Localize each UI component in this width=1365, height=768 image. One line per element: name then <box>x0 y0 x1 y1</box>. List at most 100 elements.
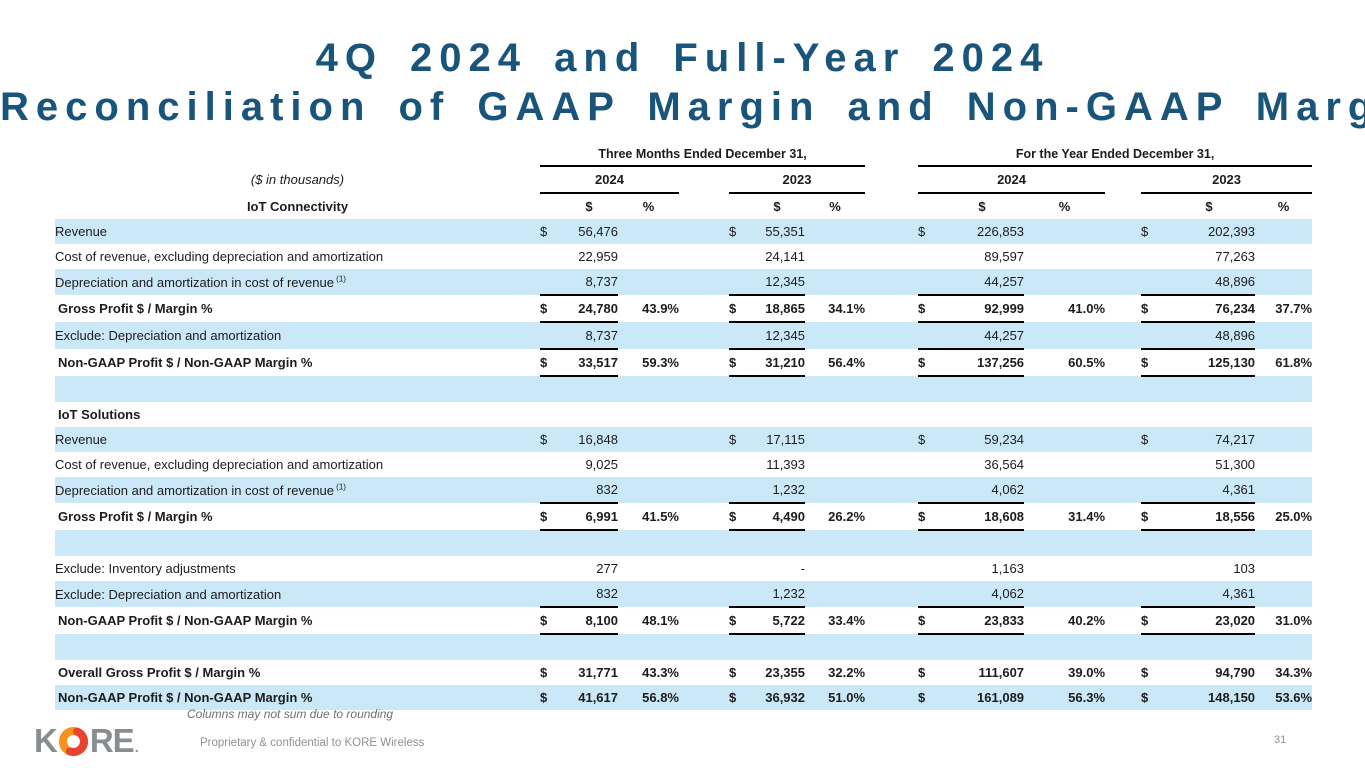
dollar-sign-cell <box>729 477 749 504</box>
dollar-sign-cell: $ <box>918 427 941 452</box>
percent-cell <box>618 581 679 607</box>
dollar-sign-cell: $ <box>1141 607 1164 635</box>
year-group-header: For the Year Ended December 31, <box>918 143 1313 167</box>
value-cell: 137,256 <box>940 349 1025 377</box>
dollar-sign-cell <box>540 322 560 350</box>
percent-cell <box>805 376 866 402</box>
value-cell <box>1163 376 1256 402</box>
value-cell: 89,597 <box>984 249 1025 264</box>
percent-cell <box>805 322 866 349</box>
dollar-sign-cell <box>540 376 560 402</box>
column-gap <box>1105 634 1142 660</box>
percent-cell: 41.0% <box>1068 301 1106 316</box>
value-cell: 17,115 <box>749 427 805 452</box>
dollar-sign-cell: $ <box>918 295 941 323</box>
dollar-sign-cell <box>918 530 941 556</box>
value-cell: 44,257 <box>940 269 1025 296</box>
column-gap <box>679 685 729 710</box>
dollar-sign-cell <box>540 556 560 581</box>
value-cell: 226,853 <box>940 219 1025 244</box>
column-gap <box>679 269 729 295</box>
percent-cell <box>1255 269 1313 295</box>
table-row: IoT Solutions <box>55 402 1312 427</box>
dollar-sign-cell <box>1141 477 1164 504</box>
column-gap <box>865 452 918 477</box>
value-cell: 22,959 <box>578 249 618 264</box>
value-cell: 92,999 <box>940 295 1025 323</box>
value-cell: 51,300 <box>1215 457 1256 472</box>
column-gap <box>679 607 729 634</box>
column-gap <box>679 477 729 503</box>
dollar-sign-cell <box>1141 452 1163 477</box>
dollar-sign-cell: $ <box>540 219 560 244</box>
column-gap <box>1105 427 1142 452</box>
row-label: Exclude: Depreciation and amortization <box>55 581 540 607</box>
percent-header: % <box>642 199 655 214</box>
value-cell <box>940 402 1024 427</box>
value-cell: 24,780 <box>560 295 618 323</box>
percent-cell <box>1255 219 1313 244</box>
column-gap <box>679 556 729 581</box>
value-cell: 148,150 <box>1163 685 1256 710</box>
percent-cell <box>1024 269 1106 295</box>
column-gap <box>865 685 919 710</box>
value-cell <box>940 376 1025 402</box>
value-cell: 202,393 <box>1163 219 1256 244</box>
dollar-sign-cell: $ <box>540 427 560 452</box>
value-cell: 59,234 <box>940 427 1025 452</box>
value-cell: 1,232 <box>749 477 805 504</box>
q-2024-header: 2024 <box>540 166 679 194</box>
percent-cell: 32.2% <box>828 665 866 680</box>
dollar-sign-cell: $ <box>729 427 749 452</box>
dollar-sign-cell <box>540 269 560 296</box>
spacer-row <box>55 376 1313 402</box>
row-label: Cost of revenue, excluding depreciation … <box>55 249 384 264</box>
percent-cell <box>1024 427 1106 452</box>
dollar-header: $ <box>773 199 781 214</box>
dollar-sign-cell: $ <box>918 665 926 680</box>
dollar-sign-cell: $ <box>540 349 560 377</box>
percent-cell: 26.2% <box>828 509 866 524</box>
value-cell: 31,210 <box>749 349 805 377</box>
row-label: Depreciation and amortization in cost of… <box>55 269 540 295</box>
dollar-sign-cell <box>540 244 560 269</box>
percent-cell <box>618 452 679 477</box>
dollar-sign-cell: $ <box>918 219 941 244</box>
reconciliation-table: Three Months Ended December 31, For the … <box>55 143 1313 710</box>
value-cell <box>560 402 618 427</box>
percent-cell <box>1024 530 1106 556</box>
value-cell <box>560 530 618 556</box>
rounding-note: Columns may not sum due to rounding <box>187 707 394 721</box>
column-gap <box>1105 503 1141 530</box>
dollar-sign-cell <box>729 634 749 660</box>
column-gap <box>1105 244 1141 269</box>
row-label <box>55 634 540 660</box>
column-gap <box>1105 556 1141 581</box>
column-gap <box>1105 322 1142 349</box>
percent-cell: 56.8% <box>618 685 679 710</box>
value-cell: 36,932 <box>749 685 805 710</box>
percent-cell <box>1255 530 1313 556</box>
table-row: Cost of revenue, excluding depreciation … <box>55 244 1312 269</box>
percent-cell <box>805 530 866 556</box>
column-gap <box>1105 660 1141 685</box>
value-cell <box>749 402 805 427</box>
percent-cell <box>1024 477 1106 503</box>
column-gap <box>1105 376 1142 402</box>
value-cell: - <box>800 561 805 576</box>
percent-cell <box>1255 581 1313 607</box>
value-cell: 12,345 <box>749 269 805 296</box>
percent-cell <box>1255 376 1313 402</box>
value-cell: 16,848 <box>560 427 618 452</box>
table-row: Cost of revenue, excluding depreciation … <box>55 452 1312 477</box>
row-label: Exclude: Depreciation and amortization <box>55 322 540 349</box>
row-label: Overall Gross Profit $ / Margin % <box>58 665 261 680</box>
column-gap <box>865 376 919 402</box>
dollar-sign-cell <box>729 322 749 350</box>
column-gap <box>679 349 729 376</box>
logo-dot: . <box>134 739 139 755</box>
row-label: IoT Solutions <box>58 407 141 422</box>
value-cell: 44,257 <box>940 322 1025 350</box>
period-group-header-row: Three Months Ended December 31, For the … <box>55 143 1313 167</box>
